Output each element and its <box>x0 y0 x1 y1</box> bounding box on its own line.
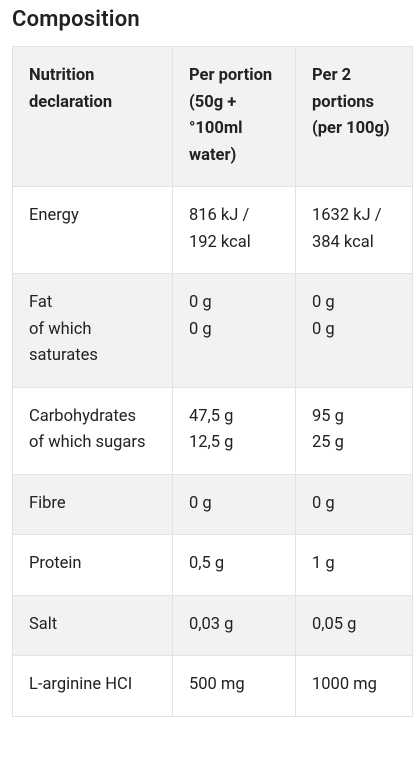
cell-text: 12,5 g <box>189 433 234 452</box>
cell-text: 0 g <box>312 493 335 513</box>
cell-text: of which sugars <box>29 433 146 452</box>
cell-text: 500 mg <box>189 675 245 694</box>
table-cell: Fibre <box>12 473 173 535</box>
cell-text: 0 g <box>189 493 212 513</box>
cell-text: 1632 kJ / 384 kcal <box>312 206 382 252</box>
cell-text: 47,5 g <box>189 406 234 426</box>
table-row: Protein 0,5 g 1 g <box>12 534 413 596</box>
table-cell: 47,5 g 12,5 g <box>172 386 296 475</box>
table-cell: 1 g <box>295 534 413 596</box>
cell-text: of which saturates <box>29 319 98 366</box>
cell-text: 95 g <box>312 406 344 426</box>
table-cell: Salt <box>12 594 173 656</box>
cell-text: 0,5 g <box>189 554 225 573</box>
table-cell: Fat of which saturates <box>12 273 173 388</box>
table-row: L-arginine HCI 500 mg 1000 mg <box>12 655 413 717</box>
cell-text: 0 g <box>312 319 335 339</box>
cell-text: 1 g <box>312 554 335 573</box>
table-cell: Energy <box>12 186 173 274</box>
cell-text: L-arginine HCI <box>29 675 133 694</box>
table-cell: 0,03 g <box>172 594 296 656</box>
cell-text: 0 g <box>312 293 335 312</box>
cell-text: 25 g <box>312 433 344 452</box>
cell-text: Carbohydrates <box>29 406 136 426</box>
table-row: Energy 816 kJ / 192 kcal 1632 kJ / 384 kca… <box>12 186 413 274</box>
cell-text: 1000 mg <box>312 675 377 694</box>
nutrition-table: Nutrition declaration Per portion (50g + … <box>12 46 413 717</box>
cell-text: 0,03 g <box>189 614 234 634</box>
table-row: Salt 0,03 g 0,05 g <box>12 594 413 656</box>
table-cell: 1632 kJ / 384 kcal <box>295 186 413 274</box>
section-title: Composition <box>12 7 140 32</box>
table-cell: Carbohydrates of which sugars <box>12 386 173 475</box>
cell-text: Per portion (50g + °100ml water) <box>189 66 273 165</box>
cell-text: Fat <box>29 293 53 312</box>
cell-text: Energy <box>29 206 79 225</box>
table-cell: 95 g 25 g <box>295 386 413 475</box>
table-row: Fibre 0 g 0 g <box>12 473 413 535</box>
cell-text: 0 g <box>189 319 212 339</box>
table-cell: 0 g <box>295 473 413 535</box>
table-cell: Per 2 portions (per 100g) <box>295 46 413 187</box>
table-cell: 500 mg <box>172 655 296 717</box>
cell-text: 0,05 g <box>312 614 357 634</box>
header-row: Nutrition declaration Per portion (50g + … <box>12 46 413 187</box>
cell-text: Nutrition declaration <box>29 66 113 112</box>
table-cell: 1000 mg <box>295 655 413 717</box>
table-cell: Per portion (50g + °100ml water) <box>172 46 296 187</box>
cell-text: 816 kJ / 192 kcal <box>189 206 251 252</box>
cell-text: Per 2 portions (per 100g) <box>312 66 390 138</box>
table-cell: 816 kJ / 192 kcal <box>172 186 296 274</box>
table-cell: Nutrition declaration <box>12 46 173 187</box>
table-cell: Protein <box>12 534 173 596</box>
cell-text: Fibre <box>29 493 66 513</box>
cell-text: Protein <box>29 554 82 573</box>
table-cell: 0,05 g <box>295 594 413 656</box>
cell-text: Salt <box>29 614 58 634</box>
table-row: Carbohydrates of which sugars 47,5 g 12,5 g… <box>12 386 413 475</box>
table-cell: 0 g <box>172 473 296 535</box>
table-cell: 0,5 g <box>172 534 296 596</box>
cell-text: 0 g <box>189 293 212 312</box>
table-cell: L-arginine HCI <box>12 655 173 717</box>
